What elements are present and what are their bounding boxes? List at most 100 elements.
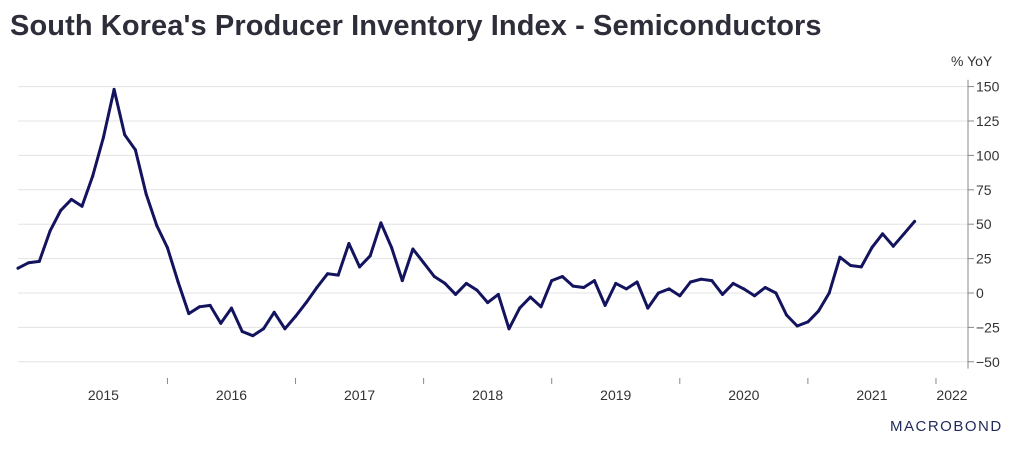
y-tick-label: 0 xyxy=(976,285,984,301)
data-point xyxy=(710,279,714,283)
x-tick-label: 2015 xyxy=(88,387,119,403)
data-point xyxy=(582,285,586,289)
data-point xyxy=(859,265,863,269)
x-tick-label: 2018 xyxy=(472,387,503,403)
data-point xyxy=(229,306,233,310)
data-point xyxy=(101,136,105,140)
data-point xyxy=(283,327,287,331)
data-point xyxy=(603,303,607,307)
y-axis-unit-label: % YoY xyxy=(951,53,993,69)
data-point xyxy=(219,321,223,325)
x-tick-label: 2019 xyxy=(600,387,631,403)
data-point xyxy=(699,277,703,281)
data-point xyxy=(720,292,724,296)
data-point xyxy=(763,285,767,289)
data-point xyxy=(197,305,201,309)
series-layer xyxy=(16,87,917,338)
data-point xyxy=(432,274,436,278)
data-point xyxy=(133,148,137,152)
gridlines xyxy=(18,86,968,363)
series-line xyxy=(16,87,917,338)
data-point xyxy=(838,255,842,259)
data-point xyxy=(240,330,244,334)
data-point xyxy=(806,320,810,324)
data-point xyxy=(304,301,308,305)
data-point xyxy=(614,281,618,285)
data-point xyxy=(16,266,20,270)
data-point xyxy=(69,197,73,201)
data-point xyxy=(785,313,789,317)
y-tick-label: 25 xyxy=(976,251,992,267)
x-tick-label: 2017 xyxy=(344,387,375,403)
data-point xyxy=(539,305,543,309)
y-tick-label: 125 xyxy=(976,113,1000,129)
axes: 150 125 100 75 50 25 0 −25 −50 2015 2016 2017 2018 20… xyxy=(88,79,1000,403)
data-point xyxy=(486,301,490,305)
data-point xyxy=(400,279,404,283)
data-point xyxy=(870,246,874,250)
data-point xyxy=(379,221,383,225)
data-point xyxy=(112,87,116,91)
data-point xyxy=(294,314,298,318)
data-point xyxy=(144,192,148,196)
data-point xyxy=(336,273,340,277)
data-point xyxy=(390,246,394,250)
y-tick-label: 100 xyxy=(976,147,1000,163)
data-point xyxy=(667,287,671,291)
y-tick-label: 75 xyxy=(976,182,992,198)
data-point xyxy=(422,261,426,265)
x-tick-label: 2016 xyxy=(216,387,247,403)
data-point xyxy=(272,310,276,314)
data-point xyxy=(262,327,266,331)
data-point xyxy=(731,281,735,285)
data-point xyxy=(678,294,682,298)
data-point xyxy=(518,306,522,310)
data-point xyxy=(326,272,330,276)
data-point xyxy=(753,294,757,298)
y-tick-label: 50 xyxy=(976,216,992,232)
data-point xyxy=(80,204,84,208)
data-point xyxy=(550,279,554,283)
data-point xyxy=(688,280,692,284)
data-point xyxy=(656,291,660,295)
data-point xyxy=(774,291,778,295)
data-point xyxy=(496,292,500,296)
y-tick-label: 150 xyxy=(976,79,1000,95)
data-point xyxy=(528,295,532,299)
data-point xyxy=(646,306,650,310)
data-point xyxy=(208,303,212,307)
data-point xyxy=(464,281,468,285)
data-point xyxy=(913,219,917,223)
data-point xyxy=(176,280,180,284)
data-point xyxy=(635,280,639,284)
x-tick-label: 2020 xyxy=(728,387,759,403)
data-point xyxy=(368,254,372,258)
data-point xyxy=(571,284,575,288)
data-point xyxy=(315,285,319,289)
data-point xyxy=(817,309,821,313)
data-point xyxy=(624,287,628,291)
data-point xyxy=(891,244,895,248)
chart-title: South Korea's Producer Inventory Index -… xyxy=(10,10,822,42)
data-point xyxy=(27,261,31,265)
data-point xyxy=(358,265,362,269)
data-point xyxy=(37,259,41,263)
data-point xyxy=(347,241,351,245)
y-tick-label: −50 xyxy=(976,354,1000,370)
data-point xyxy=(48,229,52,233)
data-point xyxy=(123,133,127,137)
data-point xyxy=(902,232,906,236)
data-point xyxy=(849,263,853,267)
data-point xyxy=(881,232,885,236)
y-tick-label: −25 xyxy=(976,319,1000,335)
data-point xyxy=(827,291,831,295)
data-point xyxy=(443,281,447,285)
data-point xyxy=(795,324,799,328)
data-point xyxy=(411,247,415,251)
data-point xyxy=(560,274,564,278)
data-point xyxy=(187,312,191,316)
x-tick-label: 2021 xyxy=(856,387,887,403)
data-point xyxy=(592,279,596,283)
data-point xyxy=(155,224,159,228)
data-point xyxy=(475,288,479,292)
